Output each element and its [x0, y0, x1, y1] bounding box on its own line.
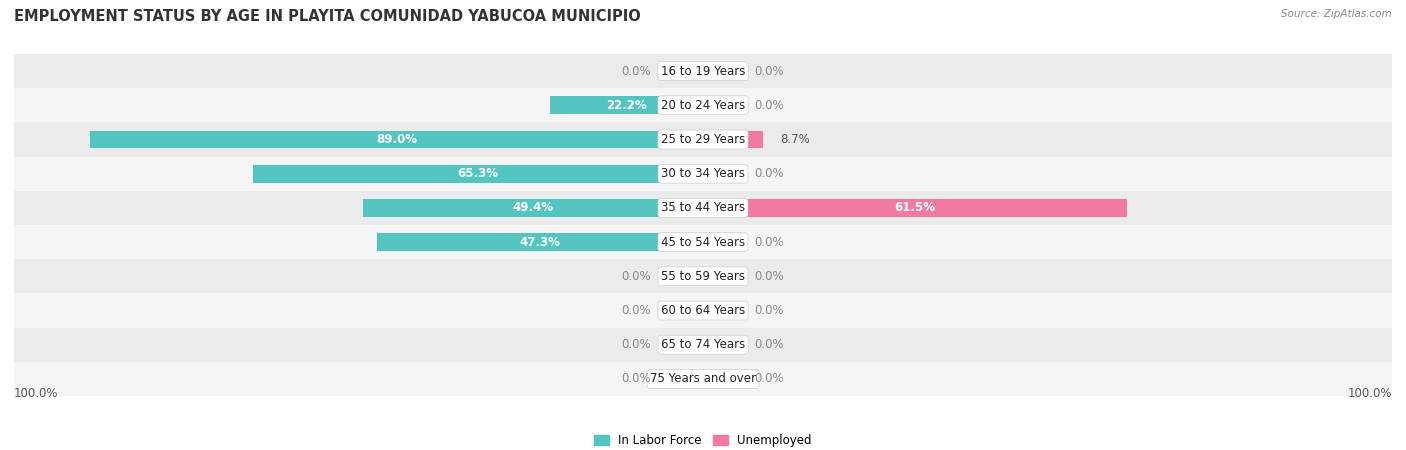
Legend: In Labor Force, Unemployed: In Labor Force, Unemployed — [589, 429, 817, 450]
Text: 45 to 54 Years: 45 to 54 Years — [661, 236, 745, 248]
Text: 0.0%: 0.0% — [621, 304, 651, 317]
Bar — [14, 328, 1392, 362]
Text: 0.0%: 0.0% — [755, 65, 785, 77]
Text: 0.0%: 0.0% — [755, 304, 785, 317]
Text: 35 to 44 Years: 35 to 44 Years — [661, 202, 745, 214]
Bar — [14, 54, 1392, 88]
Text: 0.0%: 0.0% — [755, 270, 785, 283]
Bar — [377, 233, 703, 251]
Text: 89.0%: 89.0% — [375, 133, 418, 146]
Bar — [703, 96, 738, 114]
Text: 30 to 34 Years: 30 to 34 Years — [661, 167, 745, 180]
Bar — [703, 233, 738, 251]
Bar — [14, 88, 1392, 122]
Text: 65 to 74 Years: 65 to 74 Years — [661, 338, 745, 351]
Text: 65.3%: 65.3% — [457, 167, 499, 180]
Bar — [703, 165, 738, 183]
Bar — [669, 267, 703, 285]
Bar — [669, 370, 703, 388]
Text: 0.0%: 0.0% — [755, 373, 785, 385]
Text: 75 Years and over: 75 Years and over — [650, 373, 756, 385]
Text: 55 to 59 Years: 55 to 59 Years — [661, 270, 745, 283]
Text: 0.0%: 0.0% — [621, 270, 651, 283]
Text: 0.0%: 0.0% — [755, 99, 785, 112]
Text: 0.0%: 0.0% — [621, 65, 651, 77]
Bar — [14, 259, 1392, 293]
Bar — [90, 130, 703, 148]
Bar — [703, 370, 738, 388]
Bar — [14, 293, 1392, 328]
Bar — [703, 267, 738, 285]
Bar — [703, 336, 738, 354]
Text: 47.3%: 47.3% — [520, 236, 561, 248]
Bar — [14, 191, 1392, 225]
Text: 100.0%: 100.0% — [14, 387, 59, 400]
Bar — [14, 122, 1392, 157]
Bar — [669, 62, 703, 80]
Bar — [550, 96, 703, 114]
Text: 60 to 64 Years: 60 to 64 Years — [661, 304, 745, 317]
Bar — [703, 130, 763, 148]
Bar — [14, 157, 1392, 191]
Bar — [703, 302, 738, 319]
Bar — [669, 302, 703, 319]
Bar — [14, 225, 1392, 259]
Text: EMPLOYMENT STATUS BY AGE IN PLAYITA COMUNIDAD YABUCOA MUNICIPIO: EMPLOYMENT STATUS BY AGE IN PLAYITA COMU… — [14, 9, 641, 24]
Text: 0.0%: 0.0% — [621, 373, 651, 385]
Bar — [363, 199, 703, 217]
Bar — [703, 62, 738, 80]
Text: 25 to 29 Years: 25 to 29 Years — [661, 133, 745, 146]
Text: 49.4%: 49.4% — [512, 202, 554, 214]
Text: 22.2%: 22.2% — [606, 99, 647, 112]
Text: 61.5%: 61.5% — [894, 202, 935, 214]
Text: 16 to 19 Years: 16 to 19 Years — [661, 65, 745, 77]
Text: 8.7%: 8.7% — [780, 133, 810, 146]
Bar — [703, 199, 1126, 217]
Text: 100.0%: 100.0% — [1347, 387, 1392, 400]
Bar — [14, 362, 1392, 396]
Text: 20 to 24 Years: 20 to 24 Years — [661, 99, 745, 112]
Text: 0.0%: 0.0% — [755, 338, 785, 351]
Text: 0.0%: 0.0% — [755, 236, 785, 248]
Bar — [253, 165, 703, 183]
Text: 0.0%: 0.0% — [621, 338, 651, 351]
Text: Source: ZipAtlas.com: Source: ZipAtlas.com — [1281, 9, 1392, 19]
Text: 0.0%: 0.0% — [755, 167, 785, 180]
Bar — [669, 336, 703, 354]
